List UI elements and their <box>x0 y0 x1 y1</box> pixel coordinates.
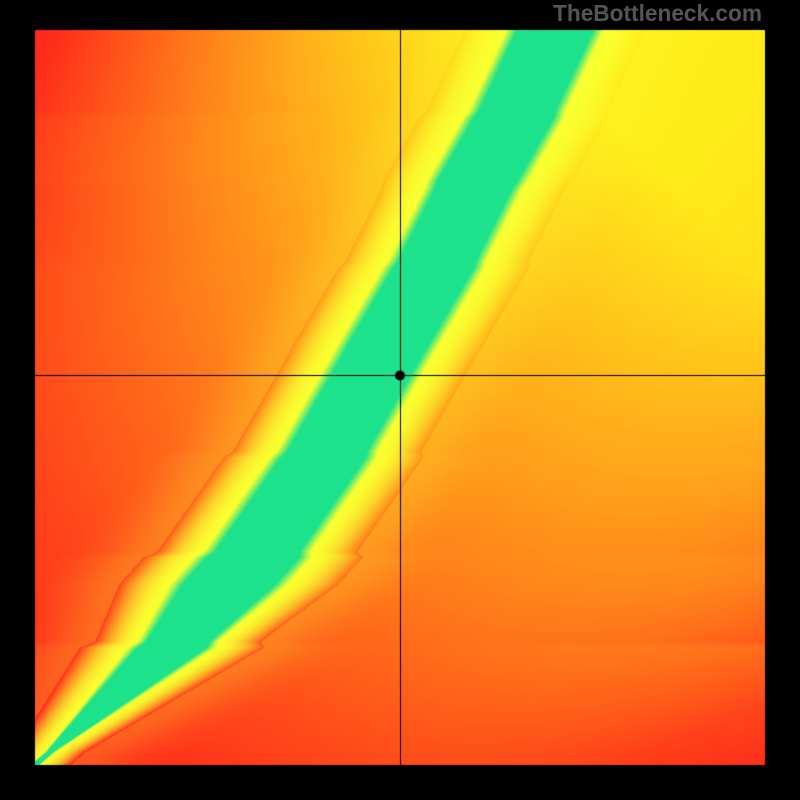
chart-container: TheBottleneck.com <box>0 0 800 800</box>
watermark-label: TheBottleneck.com <box>553 0 762 27</box>
bottleneck-heatmap-canvas <box>0 0 800 800</box>
